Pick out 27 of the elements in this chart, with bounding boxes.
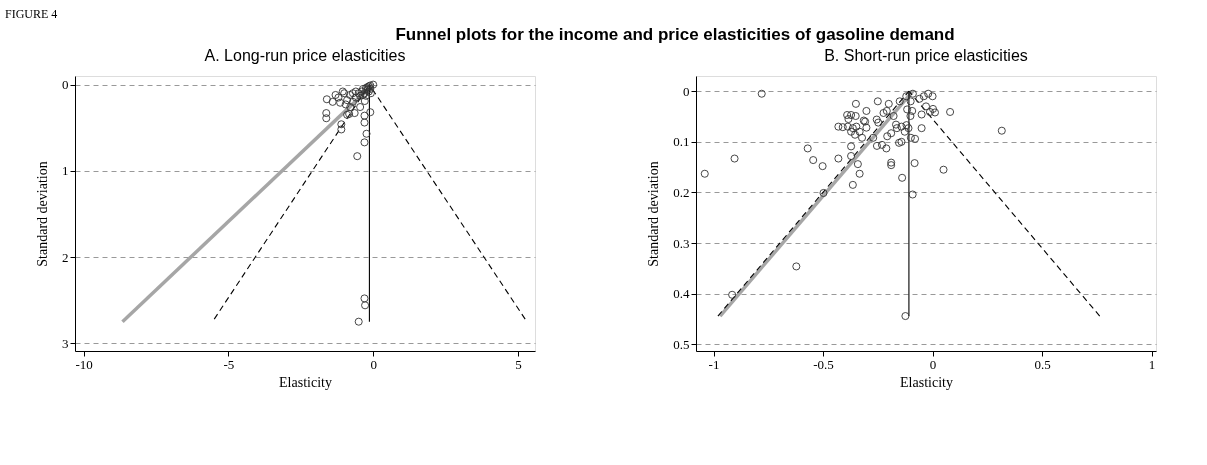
x-tick-label: -0.5 xyxy=(813,356,834,372)
chart-title: B. Short-run price elasticities xyxy=(824,47,1028,64)
y-tick-label: 0.4 xyxy=(673,286,690,302)
y-tick-label: 0.5 xyxy=(673,336,690,352)
y-tick-label: 3 xyxy=(62,335,69,351)
x-axis-title: Elasticity xyxy=(900,374,953,390)
x-tick-label: 1 xyxy=(1148,356,1156,372)
x-tick-label: -5 xyxy=(223,356,235,372)
caption: FIGURE 4 xyxy=(5,7,58,21)
y-tick-label: 0.3 xyxy=(673,235,690,251)
y-tick-label: 0 xyxy=(62,77,69,93)
x-tick-label: 0 xyxy=(929,356,937,372)
x-tick-label: 0.5 xyxy=(1034,356,1051,372)
text: Funnel plots for the income and price elasticities of gasoline demand xyxy=(395,25,955,44)
y-tick-label: 1 xyxy=(62,163,69,179)
y-axis-title: Standard deviation xyxy=(646,161,662,267)
x-axis-title: Elasticity xyxy=(279,374,332,390)
y-axis-title: Standard deviation xyxy=(35,161,50,267)
x-tick-label: 0 xyxy=(370,356,377,372)
y-tick-label: 2 xyxy=(62,249,69,265)
x-tick-label: -1 xyxy=(708,356,720,372)
chart-title: A. Long-run price elasticities xyxy=(204,47,406,64)
y-tick-label: 0 xyxy=(683,83,690,99)
x-tick-label: -10 xyxy=(75,356,93,372)
y-tick-label: 0.1 xyxy=(673,134,690,150)
x-tick-label: 5 xyxy=(515,356,522,372)
y-tick-label: 0.2 xyxy=(673,184,690,200)
